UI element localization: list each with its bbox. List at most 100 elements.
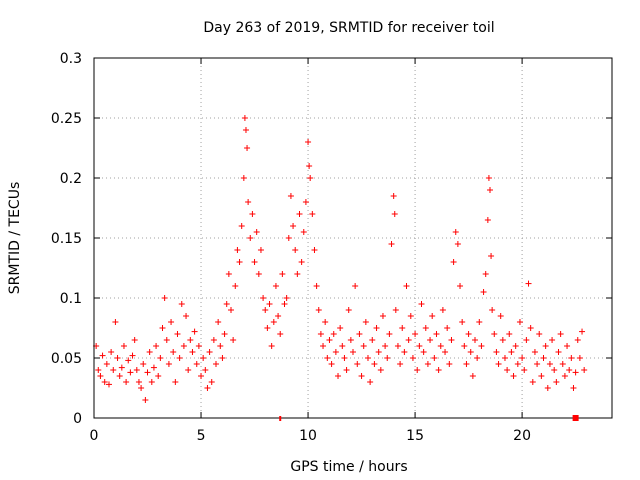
data-point (238, 223, 245, 229)
data-point (101, 379, 108, 385)
data-point (292, 247, 299, 253)
data-point (352, 283, 359, 289)
data-point (345, 307, 352, 313)
data-point (382, 343, 389, 349)
data-point (108, 349, 115, 355)
data-point (536, 331, 543, 337)
data-point (244, 145, 251, 151)
data-point (499, 337, 506, 343)
data-point (116, 373, 123, 379)
data-point (394, 343, 401, 349)
data-point (484, 217, 491, 223)
data-point (193, 361, 200, 367)
data-point (97, 373, 104, 379)
data-point (525, 280, 532, 287)
data-point (275, 313, 282, 319)
data-point (163, 337, 170, 343)
data-point (497, 313, 504, 319)
data-point (287, 193, 294, 199)
data-point (159, 325, 166, 331)
data-point (373, 325, 380, 331)
data-point (112, 319, 119, 325)
data-point (123, 379, 130, 385)
data-point (213, 361, 220, 367)
data-point (448, 337, 455, 343)
data-point (433, 331, 440, 337)
data-point (150, 364, 157, 371)
data-point (392, 307, 399, 313)
data-point (155, 373, 162, 379)
data-point (185, 367, 192, 373)
data-point (283, 295, 290, 301)
data-point (204, 385, 211, 391)
axis-marker (572, 415, 579, 421)
data-point (467, 349, 474, 355)
data-point (546, 361, 553, 367)
data-point (437, 343, 444, 349)
data-point (249, 211, 256, 217)
data-point (491, 331, 498, 337)
data-point (399, 325, 406, 331)
data-point (581, 367, 588, 373)
data-point (341, 355, 348, 361)
data-point (138, 385, 145, 391)
data-point (103, 361, 110, 367)
axis-markers (279, 415, 579, 421)
data-point (176, 355, 183, 361)
x-tick-label: 5 (197, 428, 206, 444)
data-point (429, 313, 436, 319)
x-tick-label: 10 (299, 428, 317, 444)
data-point (412, 331, 419, 337)
data-point (360, 343, 367, 349)
data-point (264, 325, 271, 331)
data-point (236, 259, 243, 265)
data-point (472, 337, 479, 343)
data-point (174, 331, 181, 337)
data-point (272, 283, 279, 289)
data-point (390, 193, 397, 199)
data-point (144, 369, 151, 376)
data-point (574, 337, 581, 343)
data-point (553, 379, 560, 385)
data-point (495, 361, 502, 367)
data-point (461, 343, 468, 349)
data-point (579, 328, 586, 335)
data-point (206, 349, 213, 355)
data-point (356, 331, 363, 337)
data-point (424, 361, 431, 367)
data-point (168, 319, 175, 325)
data-point (519, 355, 526, 361)
data-point (161, 295, 168, 301)
data-point (572, 369, 579, 376)
data-point (328, 361, 335, 367)
data-point (401, 349, 408, 355)
data-point (255, 271, 262, 277)
data-point (439, 307, 446, 313)
data-point (251, 259, 258, 265)
data-point (320, 343, 327, 349)
data-point (223, 301, 230, 307)
data-point (202, 367, 209, 373)
data-point (422, 325, 429, 331)
data-point (307, 175, 314, 181)
data-point (354, 361, 361, 367)
data-point (125, 357, 132, 364)
data-point (538, 373, 545, 379)
data-point (281, 301, 288, 307)
data-point (127, 369, 134, 376)
data-point (523, 337, 530, 343)
data-point (454, 241, 461, 247)
data-point (343, 367, 350, 373)
data-point (493, 349, 500, 355)
data-point (253, 229, 260, 235)
data-point (165, 361, 172, 367)
data-point (270, 319, 277, 325)
data-point (120, 343, 127, 349)
data-point (279, 271, 286, 277)
data-point (114, 355, 121, 361)
data-point (118, 364, 125, 371)
data-point (564, 343, 571, 349)
data-point (486, 187, 493, 193)
data-point (189, 349, 196, 355)
data-point (191, 328, 198, 335)
